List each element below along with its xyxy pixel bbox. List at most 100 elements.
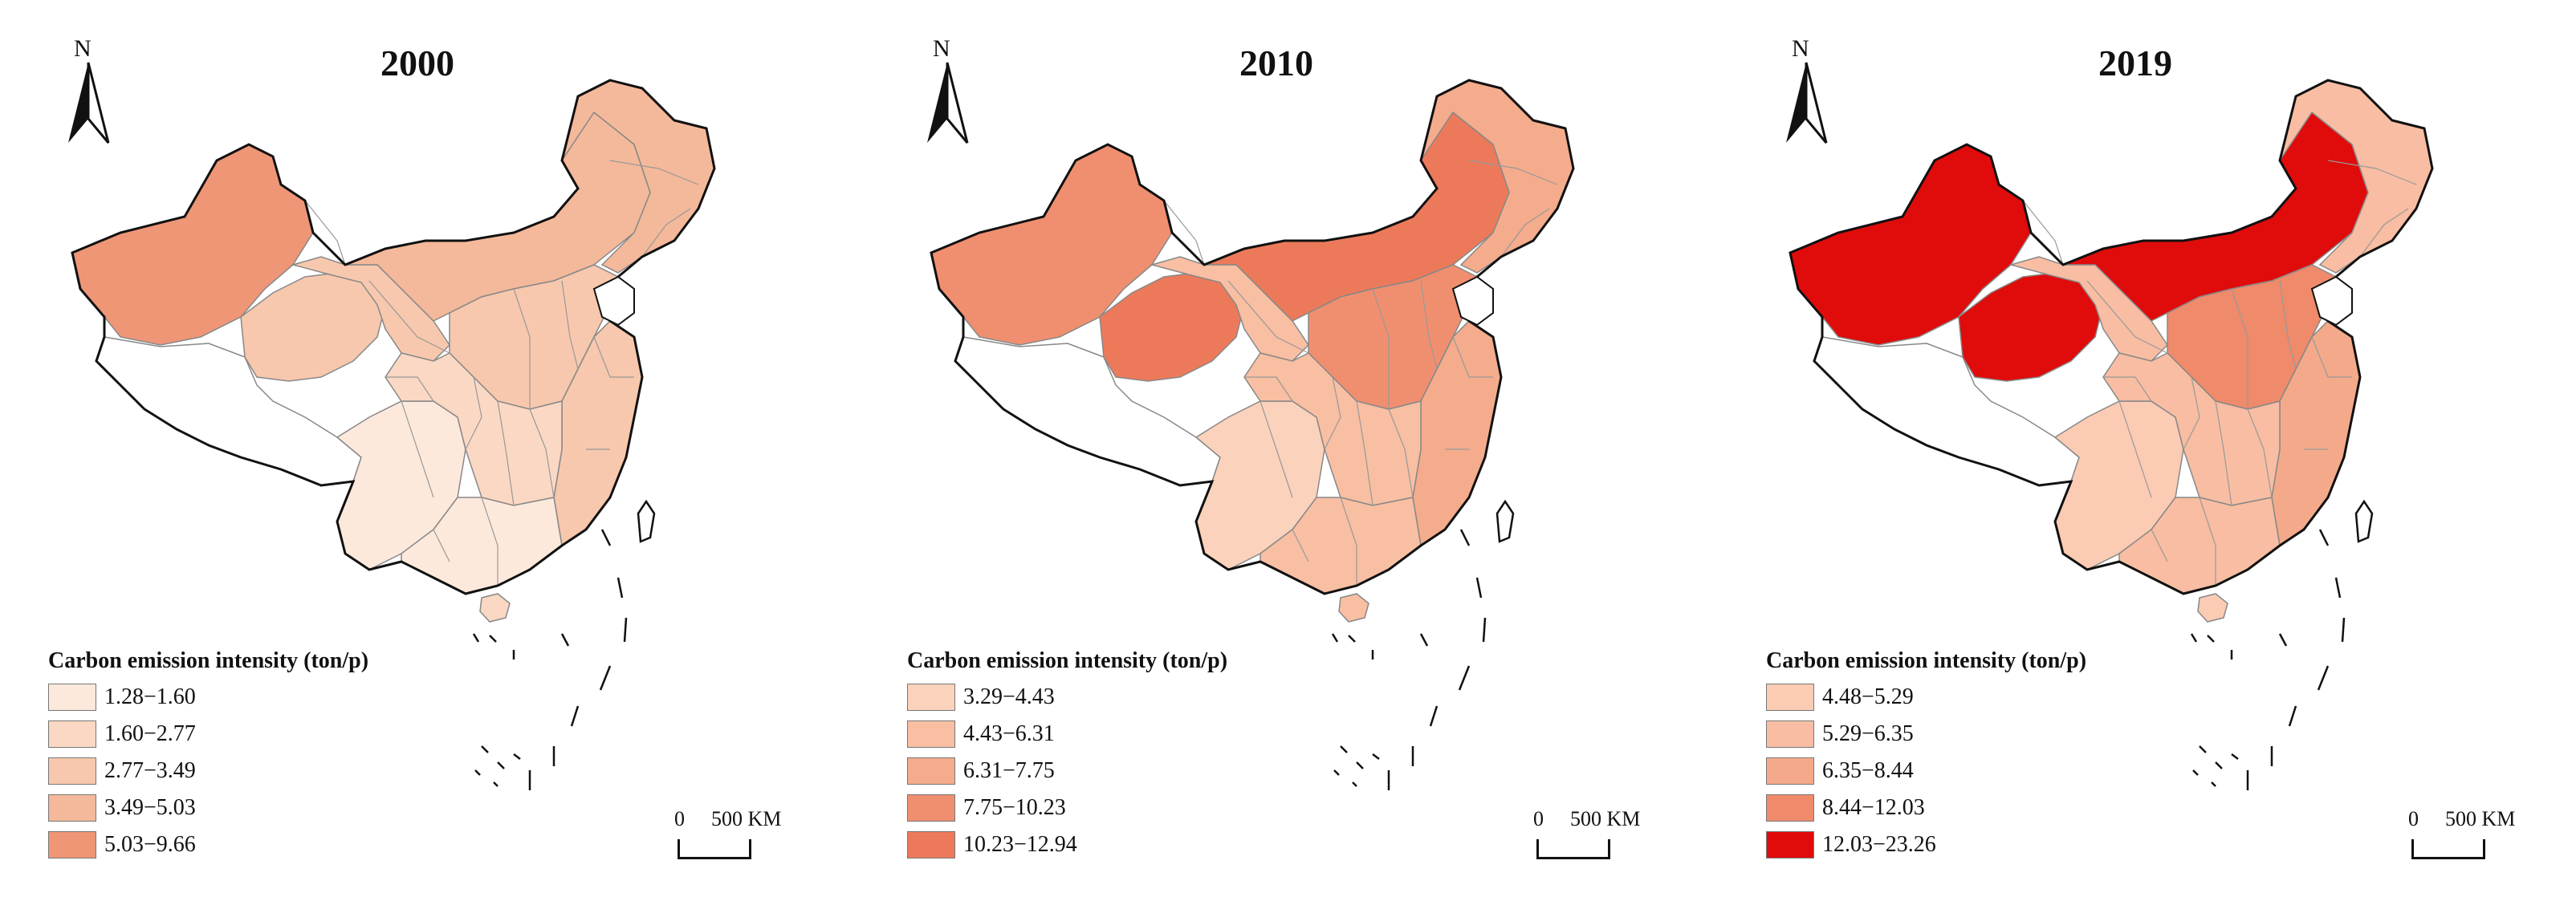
legend-label: 6.35−8.44 [1822, 758, 1914, 783]
south-china-sea-mark [623, 617, 628, 643]
legend-swatch [48, 720, 96, 748]
legend-label: 5.29−6.35 [1822, 721, 1914, 746]
map-panel-2019: N 2019 Carbon emission intensity (ton/p) 4.… [1718, 0, 2576, 897]
china-map [71, 79, 716, 790]
national-border [71, 79, 716, 595]
province-boundary [2311, 336, 2352, 378]
province-boundary [1452, 336, 1493, 378]
south-china-sea-mark [617, 577, 624, 599]
south-china-sea-mark [493, 781, 499, 787]
south-china-sea-mark [2192, 769, 2199, 776]
scale-bar: 0 500 KM [1533, 807, 1678, 871]
region-hainan [479, 593, 511, 623]
legend-label: 8.44−12.03 [1822, 795, 1925, 820]
province-boundary [609, 160, 699, 185]
south-china-sea-mark [570, 705, 580, 727]
south-china-sea-mark [1352, 781, 1357, 787]
south-china-sea-mark [497, 761, 505, 769]
scale-line [678, 839, 751, 859]
south-china-sea-mark [472, 633, 480, 643]
north-label: N [74, 35, 92, 62]
panel-title: 2000 [380, 43, 454, 83]
region-hainan [1338, 593, 1369, 623]
legend-swatch [48, 831, 96, 858]
legend-label: 4.48−5.29 [1822, 684, 1914, 709]
province-boundary [2359, 208, 2409, 258]
taiwan-outline [2354, 499, 2374, 543]
province-boundary [1388, 408, 1414, 498]
province-boundary [304, 200, 346, 266]
map-panel-2010: N 2010 Carbon emission intensity (ton/p) 3.… [859, 0, 1717, 897]
region-qinghai [1099, 272, 1245, 382]
south-china-sea-mark [600, 529, 612, 546]
south-china-sea-mark [513, 753, 521, 760]
province-boundary [2231, 288, 2248, 409]
province-boundary [2215, 400, 2232, 506]
south-china-sea-mark [1429, 705, 1439, 727]
south-china-sea-mark [1348, 635, 1356, 643]
legend-title: Carbon emission intensity (ton/p) [48, 648, 369, 673]
province-boundary [2183, 376, 2200, 450]
province-boundary [1372, 288, 1390, 409]
south-china-sea-mark [1333, 769, 1340, 776]
national-border [930, 79, 1575, 595]
legend-label: 4.43−6.31 [963, 721, 1055, 746]
legend-label: 5.03−9.66 [104, 832, 196, 857]
bohai-sea [1451, 275, 1494, 327]
province-boundary [2022, 200, 2064, 266]
bohai-sea [592, 275, 635, 327]
legend-swatch [907, 794, 955, 822]
province-boundary [1324, 376, 1341, 450]
province-boundary [2247, 408, 2273, 498]
legend-item: 6.31−7.75 [907, 753, 1227, 789]
south-china-sea-mark [2199, 745, 2207, 753]
legend-swatch [1766, 720, 1814, 748]
south-china-sea-mark [2190, 633, 2198, 643]
scale-bar: 0 500 KM [2408, 807, 2553, 871]
legend-item: 3.49−5.03 [48, 789, 368, 826]
province-boundary [1260, 400, 1293, 498]
legend-swatch [1766, 757, 1814, 785]
province-boundary [465, 376, 482, 450]
province-boundary [401, 400, 434, 498]
scale-unit-label: 500 KM [1570, 807, 1641, 830]
south-china-sea-mark [2215, 761, 2223, 769]
province-boundary [2103, 376, 2152, 402]
legend-label: 10.23−12.94 [963, 832, 1077, 857]
panel-title: 2019 [2098, 43, 2172, 83]
province-boundary [1292, 529, 1309, 562]
legend-item: 5.03−9.66 [48, 826, 368, 863]
south-china-sea-mark [1372, 753, 1380, 760]
legend-swatch [1766, 794, 1814, 822]
south-china-sea-mark [2288, 705, 2297, 727]
legend-label: 2.77−3.49 [104, 758, 196, 783]
legend-item: 7.75−10.23 [907, 789, 1227, 826]
china-map [1789, 79, 2434, 790]
south-china-sea-mark [599, 665, 612, 691]
north-label: N [933, 35, 950, 62]
legend-swatch [48, 794, 96, 822]
legend-label: 1.28−1.60 [104, 684, 196, 709]
province-boundary [593, 336, 634, 378]
legend-item: 4.48−5.29 [1766, 679, 2086, 716]
province-boundary [561, 280, 579, 370]
province-boundary [1244, 376, 1293, 402]
panel-title: 2010 [1239, 43, 1313, 83]
province-boundary [2086, 280, 2168, 354]
scale-zero-label: 0 [674, 807, 685, 830]
national-border [1789, 79, 2434, 595]
south-china-sea-mark [474, 769, 481, 776]
north-arrow-icon [927, 62, 969, 144]
legend-swatch [1766, 831, 1814, 858]
province-boundary [1356, 400, 1373, 506]
south-china-sea-mark [2318, 529, 2330, 546]
legend-item: 1.60−2.77 [48, 716, 368, 753]
province-boundary [1340, 497, 1357, 586]
south-china-sea-mark [1331, 633, 1339, 643]
scale-bar: 0 500 KM [674, 807, 819, 871]
scale-line [1536, 839, 1610, 859]
legend-label: 12.03−23.26 [1822, 832, 1936, 857]
region-hainan [2197, 593, 2228, 623]
legend-item: 3.29−4.43 [907, 679, 1227, 716]
scale-unit-label: 500 KM [711, 807, 782, 830]
